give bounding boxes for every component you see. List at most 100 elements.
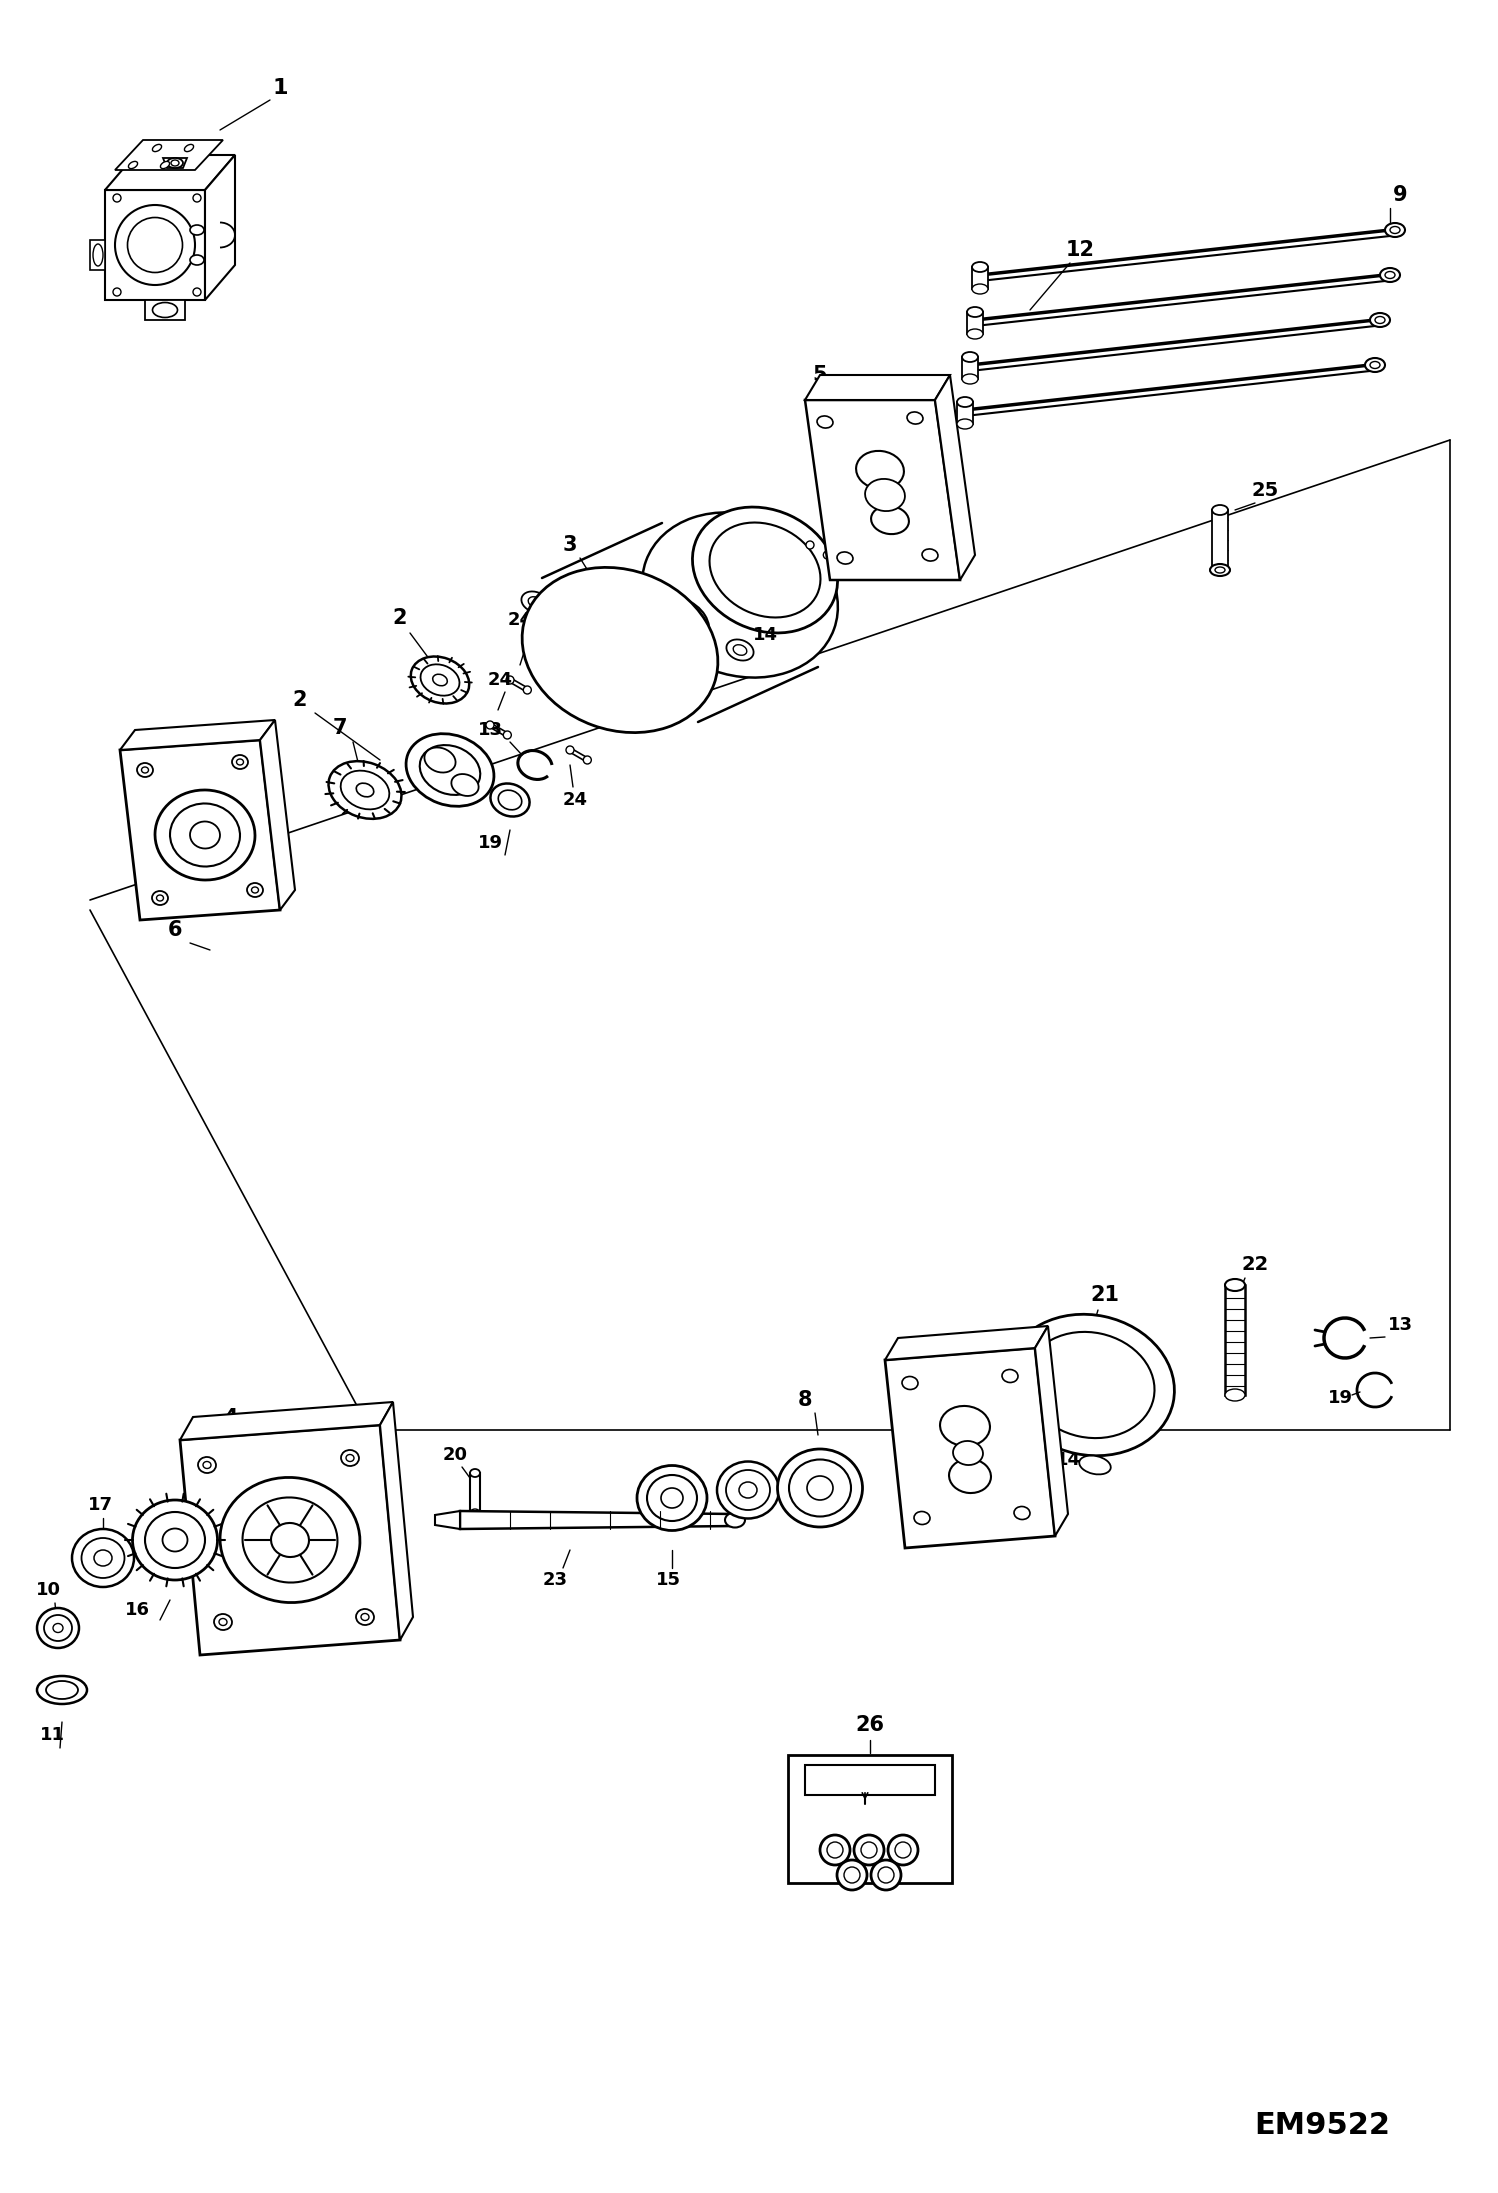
- Ellipse shape: [419, 746, 481, 794]
- Ellipse shape: [1380, 268, 1401, 283]
- Ellipse shape: [153, 145, 162, 151]
- Polygon shape: [804, 399, 960, 579]
- Text: 24: 24: [563, 792, 587, 809]
- Ellipse shape: [361, 1614, 369, 1621]
- Ellipse shape: [357, 783, 373, 796]
- Text: 26: 26: [855, 1715, 884, 1735]
- Ellipse shape: [864, 478, 905, 511]
- Text: 9: 9: [1393, 184, 1407, 204]
- Text: 3: 3: [563, 535, 577, 555]
- Polygon shape: [115, 140, 223, 171]
- Ellipse shape: [972, 261, 989, 272]
- Text: SEAL KIT: SEAL KIT: [831, 1772, 908, 1787]
- Ellipse shape: [156, 895, 163, 901]
- Ellipse shape: [219, 1618, 228, 1625]
- Ellipse shape: [962, 375, 978, 384]
- Polygon shape: [885, 1327, 1049, 1360]
- Ellipse shape: [171, 160, 178, 167]
- Ellipse shape: [902, 1377, 918, 1390]
- Polygon shape: [508, 675, 529, 693]
- Polygon shape: [957, 401, 974, 423]
- Polygon shape: [968, 311, 983, 333]
- Polygon shape: [163, 158, 187, 169]
- Ellipse shape: [184, 145, 193, 151]
- Ellipse shape: [346, 1454, 354, 1461]
- Polygon shape: [261, 719, 295, 910]
- Ellipse shape: [1212, 504, 1228, 515]
- Ellipse shape: [1215, 568, 1225, 572]
- Text: 2: 2: [392, 607, 407, 627]
- Circle shape: [837, 1860, 867, 1890]
- Ellipse shape: [523, 686, 532, 693]
- Circle shape: [854, 1836, 884, 1864]
- Ellipse shape: [789, 1461, 851, 1518]
- Ellipse shape: [490, 783, 530, 816]
- Polygon shape: [380, 1401, 413, 1640]
- Ellipse shape: [166, 158, 183, 169]
- Ellipse shape: [950, 1458, 992, 1493]
- Ellipse shape: [485, 721, 494, 728]
- Ellipse shape: [692, 507, 837, 634]
- Polygon shape: [972, 268, 989, 289]
- Text: 24: 24: [842, 526, 867, 544]
- Ellipse shape: [204, 1461, 211, 1469]
- Ellipse shape: [941, 1406, 990, 1445]
- Ellipse shape: [962, 353, 978, 362]
- Ellipse shape: [190, 226, 204, 235]
- Polygon shape: [788, 1754, 953, 1884]
- Circle shape: [894, 1842, 911, 1857]
- Text: 10: 10: [36, 1581, 60, 1599]
- Text: 23: 23: [542, 1570, 568, 1590]
- Ellipse shape: [906, 412, 923, 423]
- Polygon shape: [568, 746, 589, 763]
- Circle shape: [888, 1836, 918, 1864]
- Ellipse shape: [718, 1461, 779, 1518]
- Ellipse shape: [506, 675, 514, 684]
- Polygon shape: [205, 156, 235, 300]
- Ellipse shape: [521, 592, 548, 612]
- Ellipse shape: [162, 1529, 187, 1550]
- Ellipse shape: [132, 1500, 217, 1579]
- Ellipse shape: [43, 1614, 72, 1640]
- Ellipse shape: [661, 1489, 683, 1509]
- Ellipse shape: [653, 607, 697, 643]
- Ellipse shape: [1005, 1314, 1174, 1456]
- Ellipse shape: [112, 287, 121, 296]
- Ellipse shape: [410, 656, 469, 704]
- Text: EM9522: EM9522: [1254, 2112, 1390, 2140]
- Ellipse shape: [777, 1450, 863, 1526]
- Ellipse shape: [1014, 1507, 1031, 1520]
- Text: 25: 25: [1251, 480, 1279, 500]
- Ellipse shape: [837, 553, 852, 564]
- Ellipse shape: [739, 1482, 756, 1498]
- Polygon shape: [935, 375, 975, 579]
- Ellipse shape: [247, 884, 264, 897]
- Text: 19: 19: [1327, 1388, 1353, 1408]
- Polygon shape: [105, 191, 205, 300]
- Ellipse shape: [824, 550, 831, 559]
- Circle shape: [819, 1836, 849, 1864]
- Ellipse shape: [220, 1478, 360, 1603]
- Text: 13: 13: [478, 721, 502, 739]
- Ellipse shape: [129, 162, 138, 169]
- Ellipse shape: [1371, 314, 1390, 327]
- Text: 14: 14: [752, 625, 777, 645]
- Text: 24: 24: [508, 612, 532, 629]
- Ellipse shape: [115, 204, 195, 285]
- Circle shape: [870, 1860, 900, 1890]
- Ellipse shape: [733, 645, 748, 656]
- Circle shape: [827, 1842, 843, 1857]
- Ellipse shape: [727, 640, 753, 660]
- Polygon shape: [1225, 1285, 1245, 1395]
- Ellipse shape: [647, 1476, 697, 1522]
- Text: 12: 12: [1065, 239, 1095, 261]
- Ellipse shape: [357, 1610, 374, 1625]
- Ellipse shape: [972, 285, 989, 294]
- Ellipse shape: [1386, 224, 1405, 237]
- Text: 4: 4: [223, 1408, 237, 1428]
- Polygon shape: [180, 1425, 400, 1656]
- Ellipse shape: [243, 1498, 337, 1583]
- Circle shape: [878, 1866, 894, 1884]
- Ellipse shape: [968, 307, 983, 318]
- Ellipse shape: [193, 193, 201, 202]
